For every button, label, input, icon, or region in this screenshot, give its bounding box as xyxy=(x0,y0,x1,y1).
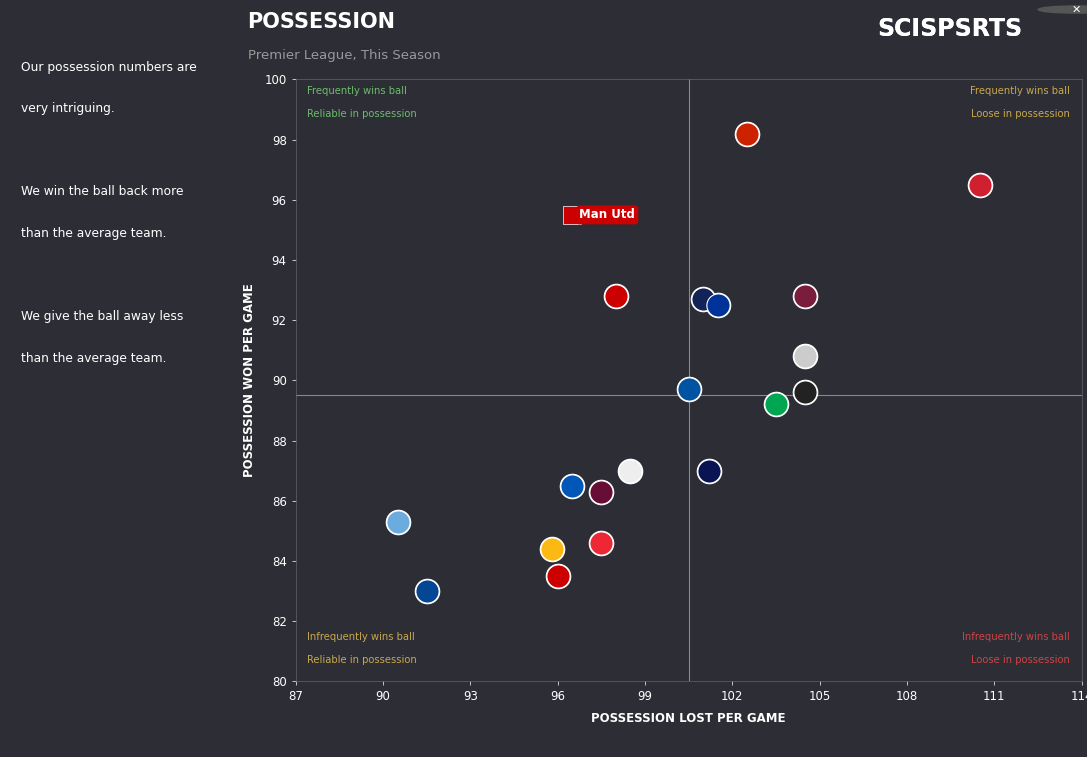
Point xyxy=(592,486,610,498)
Text: SCISPSRTS: SCISPSRTS xyxy=(877,17,1023,42)
Text: Infrequently wins ball: Infrequently wins ball xyxy=(308,632,415,642)
Point xyxy=(695,293,712,305)
Text: Infrequently wins ball: Infrequently wins ball xyxy=(962,632,1070,642)
Point xyxy=(563,480,580,492)
Point xyxy=(797,350,814,363)
Point xyxy=(797,290,814,302)
Text: SCISPSRTS: SCISPSRTS xyxy=(877,17,1023,42)
Text: Man Utd: Man Utd xyxy=(579,208,635,221)
Text: We give the ball away less: We give the ball away less xyxy=(21,310,183,323)
Point xyxy=(563,480,580,492)
Point xyxy=(738,128,755,140)
Point xyxy=(797,386,814,398)
Text: Loose in possession: Loose in possession xyxy=(971,109,1070,119)
Point xyxy=(797,350,814,363)
Text: Loose in possession: Loose in possession xyxy=(971,655,1070,665)
Point xyxy=(797,386,814,398)
Point xyxy=(608,290,625,302)
Point xyxy=(563,209,580,221)
Point xyxy=(608,290,625,302)
Point xyxy=(680,383,698,395)
Point xyxy=(709,299,726,311)
Point xyxy=(971,179,988,191)
Circle shape xyxy=(1038,6,1087,13)
X-axis label: POSSESSION LOST PER GAME: POSSESSION LOST PER GAME xyxy=(591,712,786,724)
Point xyxy=(695,293,712,305)
Text: Our possession numbers are: Our possession numbers are xyxy=(21,61,197,73)
Point xyxy=(971,179,988,191)
Point xyxy=(544,543,561,555)
Point xyxy=(700,465,717,477)
Text: than the average team.: than the average team. xyxy=(21,352,166,365)
Text: ✕: ✕ xyxy=(1072,5,1082,14)
Point xyxy=(709,299,726,311)
Text: POSSESSION: POSSESSION xyxy=(248,12,396,32)
Text: Frequently wins ball: Frequently wins ball xyxy=(308,86,408,96)
Point xyxy=(622,465,639,477)
Text: Frequently wins ball: Frequently wins ball xyxy=(970,86,1070,96)
Text: Reliable in possession: Reliable in possession xyxy=(308,109,417,119)
Text: We win the ball back more: We win the ball back more xyxy=(21,185,184,198)
Text: than the average team.: than the average team. xyxy=(21,227,166,240)
Point xyxy=(544,543,561,555)
Point xyxy=(592,537,610,549)
Text: very intriguing.: very intriguing. xyxy=(21,102,114,115)
Point xyxy=(700,465,717,477)
Point xyxy=(797,290,814,302)
Text: Reliable in possession: Reliable in possession xyxy=(308,655,417,665)
Point xyxy=(389,516,407,528)
Point xyxy=(592,486,610,498)
Point xyxy=(389,516,407,528)
Point xyxy=(418,585,436,597)
Point xyxy=(418,585,436,597)
Point xyxy=(767,398,785,410)
Point xyxy=(680,383,698,395)
Point xyxy=(738,128,755,140)
Text: Premier League, This Season: Premier League, This Season xyxy=(248,49,440,62)
Point xyxy=(549,570,566,582)
Point xyxy=(622,465,639,477)
Y-axis label: POSSESSION WON PER GAME: POSSESSION WON PER GAME xyxy=(243,284,257,477)
Point xyxy=(549,570,566,582)
Point xyxy=(767,398,785,410)
Point xyxy=(592,537,610,549)
